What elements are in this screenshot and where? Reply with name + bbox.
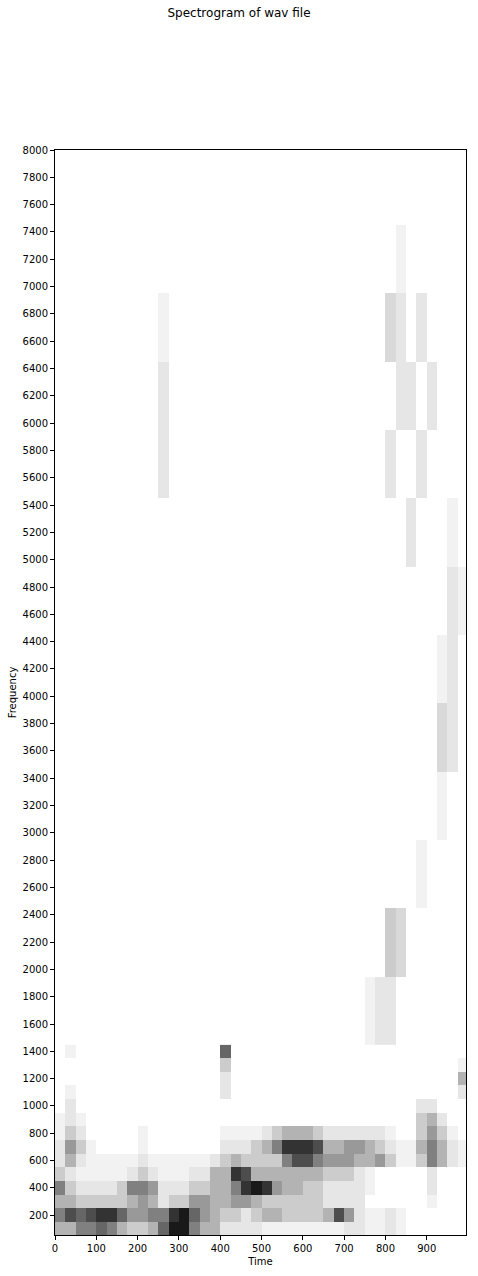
svg-text:1400: 1400 [23,1046,48,1057]
svg-text:Time: Time [247,1256,272,1267]
svg-text:4200: 4200 [23,663,48,674]
svg-text:400: 400 [29,1182,48,1193]
svg-text:Frequency: Frequency [7,667,18,719]
svg-text:500: 500 [252,1243,271,1254]
svg-text:900: 900 [417,1243,436,1254]
svg-text:5800: 5800 [23,445,48,456]
svg-text:2800: 2800 [23,855,48,866]
svg-text:1600: 1600 [23,1019,48,1030]
svg-text:6000: 6000 [23,418,48,429]
svg-text:600: 600 [293,1243,312,1254]
svg-text:3400: 3400 [23,773,48,784]
svg-text:2000: 2000 [23,964,48,975]
svg-text:6800: 6800 [23,308,48,319]
svg-text:7800: 7800 [23,172,48,183]
svg-text:800: 800 [376,1243,395,1254]
svg-text:7000: 7000 [23,281,48,292]
svg-text:200: 200 [29,1210,48,1221]
svg-text:5400: 5400 [23,500,48,511]
svg-text:7200: 7200 [23,254,48,265]
svg-text:5000: 5000 [23,554,48,565]
svg-text:6600: 6600 [23,336,48,347]
svg-text:1000: 1000 [23,1100,48,1111]
svg-text:6200: 6200 [23,390,48,401]
svg-text:1800: 1800 [23,991,48,1002]
svg-text:5600: 5600 [23,472,48,483]
svg-text:200: 200 [128,1243,147,1254]
svg-text:3000: 3000 [23,827,48,838]
svg-text:5200: 5200 [23,527,48,538]
svg-text:800: 800 [29,1128,48,1139]
svg-text:3600: 3600 [23,745,48,756]
svg-text:2200: 2200 [23,937,48,948]
svg-text:4800: 4800 [23,582,48,593]
svg-text:2400: 2400 [23,909,48,920]
svg-text:4600: 4600 [23,609,48,620]
svg-text:2600: 2600 [23,882,48,893]
svg-text:400: 400 [211,1243,230,1254]
svg-text:700: 700 [335,1243,354,1254]
svg-text:4000: 4000 [23,691,48,702]
svg-text:Spectrogram of wav file: Spectrogram of wav file [167,6,310,20]
svg-text:1200: 1200 [23,1073,48,1084]
svg-text:3800: 3800 [23,718,48,729]
svg-text:300: 300 [169,1243,188,1254]
svg-text:7400: 7400 [23,226,48,237]
svg-text:7600: 7600 [23,199,48,210]
svg-text:4400: 4400 [23,636,48,647]
svg-text:100: 100 [87,1243,106,1254]
svg-text:0: 0 [52,1243,58,1254]
svg-text:6400: 6400 [23,363,48,374]
svg-text:8000: 8000 [23,145,48,156]
svg-text:3200: 3200 [23,800,48,811]
svg-text:600: 600 [29,1155,48,1166]
